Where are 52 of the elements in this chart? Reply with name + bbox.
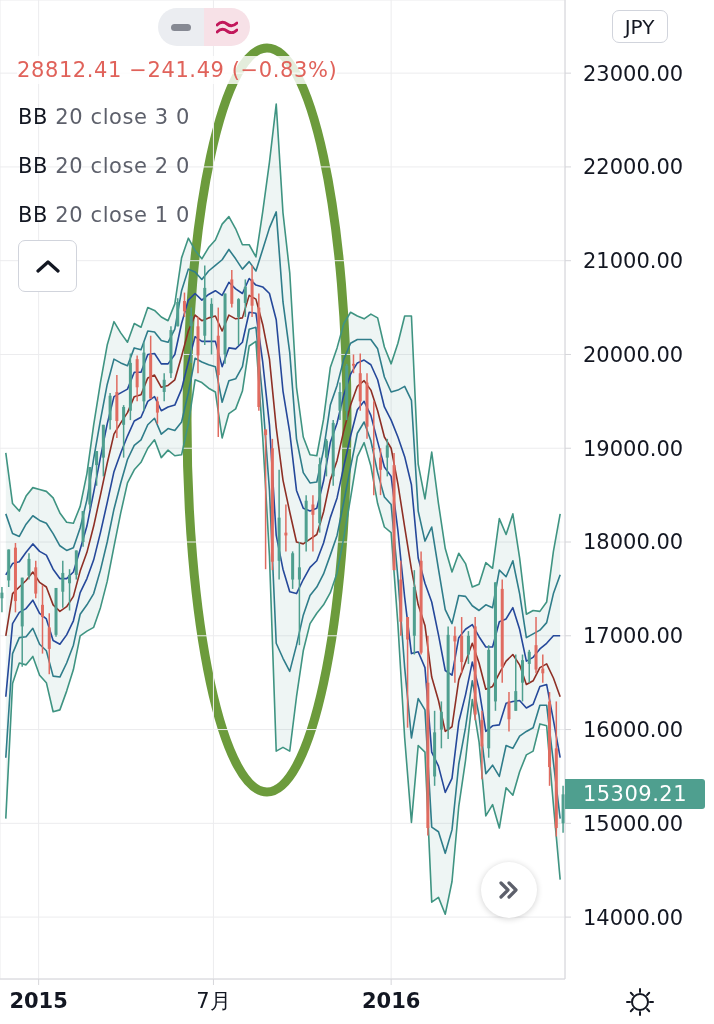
candlestick bbox=[95, 450, 99, 487]
candlestick bbox=[324, 438, 328, 478]
y-tick-label: 20000.00 bbox=[583, 342, 684, 367]
y-tick-label: 16000.00 bbox=[583, 718, 684, 743]
candlestick bbox=[297, 541, 301, 646]
candlestick bbox=[385, 438, 389, 478]
y-tick-label: 15000.00 bbox=[583, 811, 684, 836]
y-axis-title: JPY bbox=[611, 10, 668, 43]
candlestick bbox=[406, 616, 410, 729]
candlestick bbox=[61, 560, 65, 609]
candlestick bbox=[68, 568, 72, 612]
annotation: 28812.41 −241.49 (−0.83%) bbox=[17, 56, 338, 84]
y-tick-label: 21000.00 bbox=[583, 249, 684, 274]
candlestick bbox=[379, 447, 383, 496]
x-tick-label: 7月 bbox=[196, 988, 231, 1013]
annotation: 15309.21 bbox=[565, 779, 705, 810]
candlestick bbox=[41, 584, 44, 655]
annotation: BB 20 close 1 0 bbox=[18, 203, 191, 227]
candlestick bbox=[47, 612, 51, 675]
y-tick-label: 17000.00 bbox=[583, 624, 684, 649]
candlestick bbox=[514, 653, 518, 712]
y-tick-label: 23000.00 bbox=[583, 61, 684, 86]
candlestick bbox=[372, 400, 376, 496]
candlestick bbox=[237, 297, 241, 346]
candlestick bbox=[338, 381, 342, 421]
x-tick-label: 2015 bbox=[9, 988, 68, 1013]
candlestick bbox=[243, 278, 247, 318]
y-tick-label: 22000.00 bbox=[583, 155, 684, 180]
candlestick bbox=[466, 630, 470, 665]
candlestick bbox=[439, 700, 443, 750]
annotation: BB 20 close 2 0 bbox=[18, 154, 191, 178]
candlestick bbox=[122, 404, 126, 459]
candlestick bbox=[27, 552, 31, 581]
y-tick-label: 19000.00 bbox=[583, 436, 684, 461]
annotation: BB 20 close 3 0 bbox=[18, 105, 191, 129]
candlestick bbox=[162, 372, 166, 403]
y-tick-label: 14000.00 bbox=[583, 905, 684, 930]
candlestick bbox=[155, 395, 159, 425]
line-series bbox=[5, 103, 561, 616]
candlestick bbox=[527, 649, 531, 684]
x-tick-label: 2016 bbox=[361, 988, 421, 1013]
candlestick bbox=[189, 306, 193, 364]
y-tick-label: 18000.00 bbox=[583, 530, 684, 555]
candlestick bbox=[311, 494, 315, 553]
candlestick bbox=[507, 691, 511, 733]
candlestick bbox=[521, 653, 524, 703]
line-series bbox=[5, 277, 561, 676]
candlestick bbox=[182, 291, 186, 318]
candlestick bbox=[210, 297, 214, 356]
line-series bbox=[5, 294, 561, 733]
candlestick bbox=[351, 353, 355, 374]
candlestick bbox=[264, 428, 268, 570]
